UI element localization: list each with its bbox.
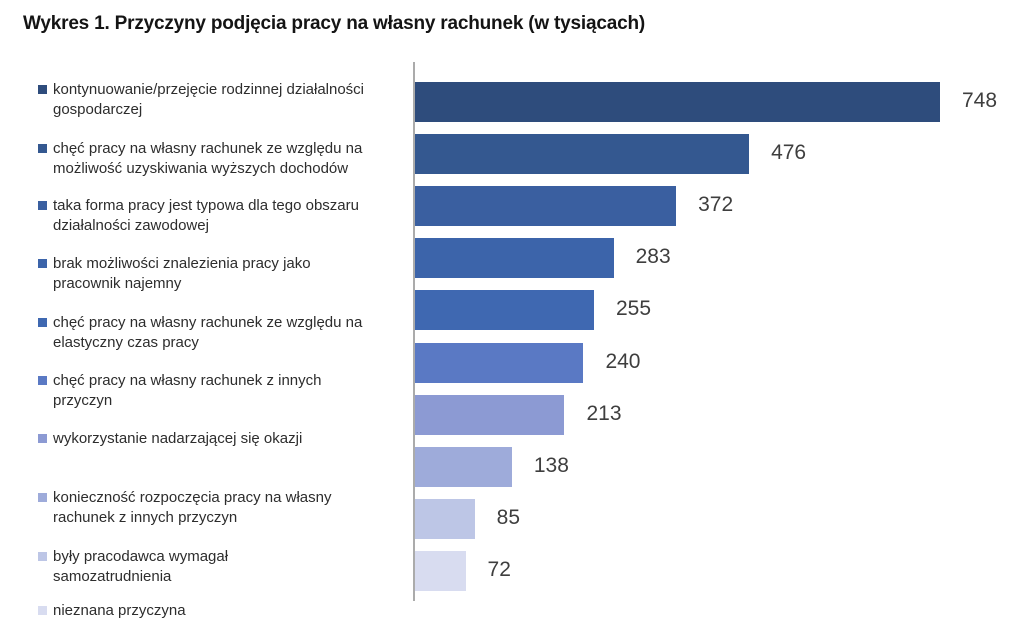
legend-label: nieznana przyczyna (53, 602, 186, 619)
bar-segment (415, 394, 565, 435)
legend-item: kontynuowanie/przejęcie rodzinnej działa… (38, 80, 365, 119)
legend-swatch-icon (38, 144, 47, 153)
bar-value-label: 748 (962, 89, 998, 112)
legend-swatch-icon (38, 201, 47, 210)
legend-label: brak możliwości znalezienia pracy jako p… (53, 255, 311, 292)
legend-item: chęć pracy na własny rachunek ze względu… (38, 313, 365, 352)
bar-value-label: 476 (771, 141, 807, 165)
bar-segment (415, 134, 750, 175)
legend-item: były pracodawca wymagał samozatrudnienia (38, 547, 288, 586)
legend-swatch-icon (38, 85, 47, 94)
bar-segment (415, 498, 475, 539)
bar-value-label: 72 (487, 557, 511, 581)
legend-label: taka forma pracy jest typowa dla tego ob… (53, 197, 359, 234)
bar-segment (415, 550, 466, 591)
legend-item: wykorzystanie nadarzającej się okazji (38, 429, 302, 449)
legend-label: były pracodawca wymagał samozatrudnienia (53, 548, 229, 585)
legend-swatch-icon (38, 552, 47, 561)
bar-value-label: 240 (605, 349, 641, 373)
bar-value-label: 255 (615, 297, 652, 321)
bar-segment (415, 446, 512, 487)
bar-segment (415, 290, 594, 331)
legend-label: kontynuowanie/przejęcie rodzinnej działa… (53, 81, 365, 118)
legend-swatch-icon (38, 606, 47, 615)
bar-value-label: 283 (635, 245, 671, 269)
bar-value-label: 213 (586, 401, 622, 425)
legend-label: chęć pracy na własny rachunek ze względu… (53, 314, 363, 351)
chart-title: Wykres 1. Przyczyny podjęcia pracy na wł… (23, 13, 645, 34)
legend-item: taka forma pracy jest typowa dla tego ob… (38, 196, 365, 235)
legend-label: wykorzystanie nadarzającej się okazji (53, 430, 303, 447)
legend-swatch-icon (38, 318, 47, 327)
legend-item: chęć pracy na własny rachunek z innych p… (38, 371, 365, 410)
legend-item: chęć pracy na własny rachunek ze względu… (38, 139, 365, 178)
legend-item: konieczność rozpoczęcia pracy na własny … (38, 488, 365, 527)
legend-swatch-icon (38, 493, 47, 502)
legend-item: brak możliwości znalezienia pracy jako p… (38, 254, 365, 293)
bar-segment (415, 186, 677, 227)
bar-value-label: 85 (496, 505, 521, 529)
legend-swatch-icon (38, 376, 47, 385)
legend-label: konieczność rozpoczęcia pracy na własny … (53, 489, 332, 526)
bar-segment (415, 238, 614, 279)
bar-value-label: 138 (533, 453, 569, 477)
bar-segment (415, 82, 940, 122)
bar-value-label: 372 (698, 193, 734, 217)
legend-swatch-icon (38, 259, 47, 268)
legend-item: nieznana przyczyna (38, 601, 186, 621)
legend-label: chęć pracy na własny rachunek z innych p… (53, 372, 322, 409)
legend-label: chęć pracy na własny rachunek ze względu… (53, 140, 363, 177)
bar-segment (415, 342, 584, 383)
y-axis-line (413, 62, 415, 601)
legend-swatch-icon (38, 434, 47, 443)
